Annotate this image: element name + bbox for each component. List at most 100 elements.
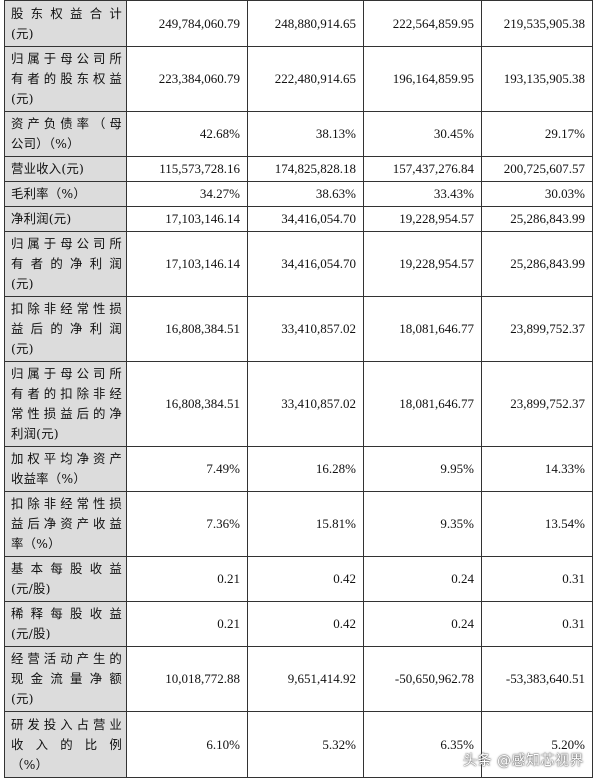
row-label-line: 加权平均净资产 <box>11 451 122 466</box>
row-label-line: (元) <box>11 341 34 356</box>
table-row: 归属于母公司所 有者的股东权益 (元) 223,384,060.79 222,480,9… <box>4 46 593 112</box>
table-row: 净利润(元) 17,103,146.14 34,416,054.70 19,228,9… <box>4 206 593 232</box>
row-label: 毛利率（%） <box>4 181 127 207</box>
value-cell: 23,899,752.37 <box>481 296 593 362</box>
value-cell: 42.68% <box>126 111 248 157</box>
value-cell: 16.28% <box>247 446 364 492</box>
value-cell: 0.31 <box>481 556 593 602</box>
value-cell: 5.20% <box>481 711 593 778</box>
table-row: 归属于母公司所 有者的扣除非经 常性损益后的净 利润(元) 16,808,384.51 3… <box>4 361 593 447</box>
row-label-line: 利润(元) <box>11 426 59 441</box>
value-cell: 248,880,914.65 <box>247 0 364 47</box>
row-label-line: (元/股) <box>11 626 51 641</box>
table-row: 归属于母公司所 有者的净利润 (元) 17,103,146.14 34,416,054.… <box>4 231 593 297</box>
value-cell: -50,650,962.78 <box>363 646 482 712</box>
value-cell: 19,228,954.57 <box>363 206 482 232</box>
table-row: 扣除非经常性损 益后的净利润 (元) 16,808,384.51 33,410,857.… <box>4 296 593 362</box>
row-label-line: 有者的股东权益 <box>11 71 122 86</box>
row-label: 归属于母公司所 有者的净利润 (元) <box>4 231 127 297</box>
table-row: 经营活动产生的 现金流量净额 (元) 10,018,772.88 9,651,414.9… <box>4 646 593 712</box>
row-label-line: 益后净资产收益 <box>11 516 122 531</box>
row-label-line: (元) <box>11 91 34 106</box>
row-label: 净利润(元) <box>4 206 127 232</box>
row-label: 加权平均净资产 收益率（%） <box>4 446 127 492</box>
value-cell: 38.63% <box>247 181 364 207</box>
row-label: 扣除非经常性损 益后净资产收益 率（%） <box>4 491 127 557</box>
row-label-line: 资产负债率（母 <box>11 116 122 131</box>
row-label-line: 毛利率（%） <box>11 186 86 201</box>
row-label-line: （%） <box>11 756 49 772</box>
row-label-line: 归属于母公司所 <box>11 51 122 66</box>
table-row: 稀释每股收益 (元/股) 0.21 0.42 0.24 0.31 <box>4 601 593 647</box>
table-row: 营业收入(元) 115,573,728.16 174,825,828.18 157,4… <box>4 156 593 182</box>
value-cell: 33,410,857.02 <box>247 361 364 447</box>
value-cell: 18,081,646.77 <box>363 361 482 447</box>
row-label-line: (元/股) <box>11 581 51 596</box>
value-cell: 200,725,607.57 <box>481 156 593 182</box>
row-label-line: 益后的净利润 <box>11 321 122 336</box>
value-cell: 219,535,905.38 <box>481 0 593 47</box>
table-row: 股东权益合计 (元) 249,784,060.79 248,880,914.65 222… <box>4 0 593 47</box>
row-label-line: 率（%） <box>11 536 61 551</box>
value-cell: 25,286,843.99 <box>481 231 593 297</box>
value-cell: -53,383,640.51 <box>481 646 593 712</box>
table-row: 加权平均净资产 收益率（%） 7.49% 16.28% 9.95% 14.33% <box>4 446 593 492</box>
row-label-line: 收入的比例 <box>11 736 122 752</box>
watermark: 头条 @感知芯视界 <box>463 753 584 769</box>
value-cell: 38.13% <box>247 111 364 157</box>
row-label: 资产负债率（母 公司）（%） <box>4 111 127 157</box>
row-label-line: (元) <box>11 276 34 291</box>
row-label-line: 归属于母公司所 <box>11 366 122 381</box>
value-cell: 157,437,276.84 <box>363 156 482 182</box>
financial-table: 股东权益合计 (元) 249,784,060.79 248,880,914.65 222… <box>4 0 593 778</box>
row-label-line: 常性损益后的净 <box>11 406 122 421</box>
row-label-line: (元) <box>11 25 34 41</box>
value-cell: 17,103,146.14 <box>126 231 248 297</box>
value-cell: 9,651,414.92 <box>247 646 364 712</box>
value-cell: 9.35% <box>363 491 482 557</box>
value-cell: 34,416,054.70 <box>247 206 364 232</box>
table-row: 扣除非经常性损 益后净资产收益 率（%） 7.36% 15.81% 9.35% 13.54% <box>4 491 593 557</box>
table-row: 资产负债率（母 公司）（%） 42.68% 38.13% 30.45% 29.17% <box>4 111 593 157</box>
value-cell: 174,825,828.18 <box>247 156 364 182</box>
value-cell: 222,564,859.95 <box>363 0 482 47</box>
table-row: 毛利率（%） 34.27% 38.63% 33.43% 30.03% <box>4 181 593 207</box>
row-label-line: 扣除非经常性损 <box>11 301 122 316</box>
value-cell: 19,228,954.57 <box>363 231 482 297</box>
row-label-line: 净利润(元) <box>11 211 72 226</box>
table-row: 研发投入占营业 收入的比例 （%） 6.10% 5.32% 6.35% 5.20% <box>4 711 593 778</box>
row-label-line: 收益率（%） <box>11 471 86 486</box>
value-cell: 29.17% <box>481 111 593 157</box>
row-label: 扣除非经常性损 益后的净利润 (元) <box>4 296 127 362</box>
row-label-line: 扣除非经常性损 <box>11 496 122 511</box>
value-cell: 5.32% <box>247 711 364 778</box>
value-cell: 10,018,772.88 <box>126 646 248 712</box>
value-cell: 196,164,859.95 <box>363 46 482 112</box>
row-label-line: 有者的扣除非经 <box>11 386 122 401</box>
value-cell: 34,416,054.70 <box>247 231 364 297</box>
row-label-line: 营业收入(元) <box>11 161 85 176</box>
value-cell: 0.31 <box>481 601 593 647</box>
value-cell: 34.27% <box>126 181 248 207</box>
row-label: 营业收入(元) <box>4 156 127 182</box>
value-cell: 0.24 <box>363 556 482 602</box>
value-cell: 0.42 <box>247 601 364 647</box>
value-cell: 17,103,146.14 <box>126 206 248 232</box>
row-label: 经营活动产生的 现金流量净额 (元) <box>4 646 127 712</box>
value-cell: 0.21 <box>126 601 248 647</box>
row-label: 归属于母公司所 有者的扣除非经 常性损益后的净 利润(元) <box>4 361 127 447</box>
value-cell: 9.95% <box>363 446 482 492</box>
row-label-line: 有者的净利润 <box>11 256 122 271</box>
value-cell: 30.03% <box>481 181 593 207</box>
value-cell: 23,899,752.37 <box>481 361 593 447</box>
value-cell: 14.33% <box>481 446 593 492</box>
value-cell: 25,286,843.99 <box>481 206 593 232</box>
row-label: 研发投入占营业 收入的比例 （%） <box>4 711 127 778</box>
value-cell: 7.36% <box>126 491 248 557</box>
row-label: 股东权益合计 (元) <box>4 0 127 47</box>
value-cell: 33.43% <box>363 181 482 207</box>
value-cell: 223,384,060.79 <box>126 46 248 112</box>
row-label-line: 研发投入占营业 <box>11 716 122 732</box>
value-cell: 222,480,914.65 <box>247 46 364 112</box>
value-cell: 193,135,905.38 <box>481 46 593 112</box>
